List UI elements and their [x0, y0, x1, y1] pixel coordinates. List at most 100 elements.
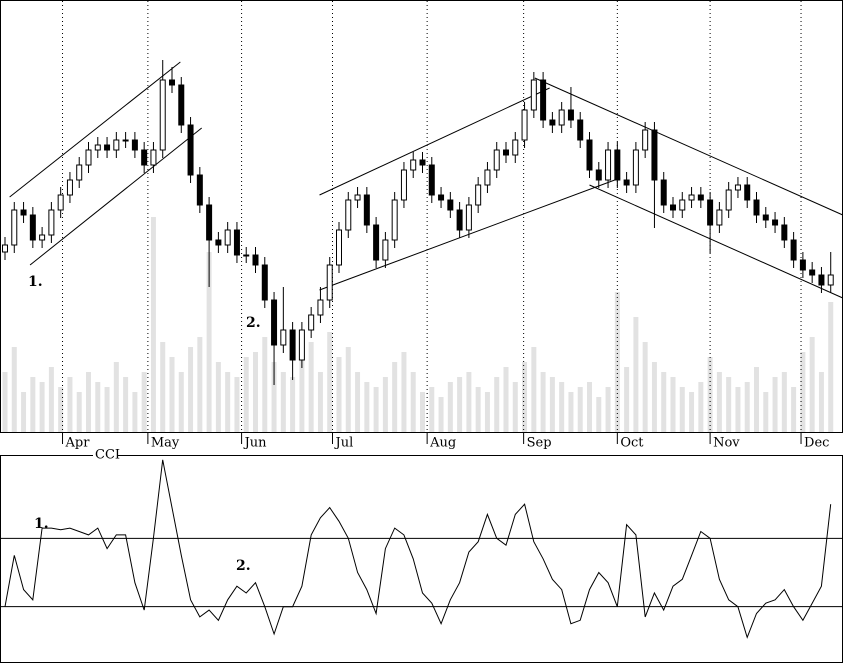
volume-bar	[113, 362, 119, 432]
candle-body	[122, 139, 129, 142]
candle-body	[688, 194, 695, 201]
volume-bar	[754, 367, 759, 432]
volume-bar	[104, 387, 110, 432]
candle-body	[781, 224, 788, 241]
candle-body	[809, 269, 816, 276]
candle-body	[317, 299, 324, 316]
volume-bar	[438, 397, 444, 432]
candle-body	[428, 164, 435, 196]
volume-bar	[364, 382, 370, 432]
volume-bar	[132, 392, 138, 432]
candle-body	[382, 239, 389, 261]
trendline	[29, 127, 203, 266]
volume-bar	[735, 387, 741, 432]
candle-body	[20, 209, 27, 216]
x-tick-label: Oct	[620, 436, 644, 451]
candle-body	[94, 144, 101, 151]
candle-body	[503, 149, 509, 156]
volume-bar	[401, 352, 407, 432]
candle-body	[326, 264, 333, 301]
volume-bar	[661, 372, 667, 432]
volume-bar	[522, 362, 528, 432]
candle-body	[336, 229, 342, 266]
volume-bar	[698, 382, 704, 432]
x-tick-label: May	[151, 436, 180, 451]
candle-body	[150, 149, 157, 166]
candle-body	[577, 119, 584, 141]
volume-bar	[262, 337, 268, 432]
volume-bar	[559, 382, 565, 432]
candle-body	[271, 299, 278, 346]
candle-body	[39, 234, 46, 241]
candle-body	[493, 149, 500, 171]
candle-body	[521, 109, 528, 141]
volume-bar	[420, 392, 425, 432]
volume-bar	[308, 342, 314, 432]
volume-bar	[484, 392, 490, 432]
volume-bar	[123, 377, 129, 432]
candle-body	[298, 329, 305, 361]
volume-bar	[178, 372, 184, 432]
volume-bar	[503, 367, 509, 432]
candle-body	[512, 139, 519, 156]
candle-body	[799, 259, 806, 271]
trendline	[319, 177, 621, 291]
candle-body	[651, 129, 658, 181]
candle-body	[131, 139, 138, 151]
candle-body	[215, 239, 222, 246]
volume-bar	[679, 387, 685, 432]
candle-body	[169, 79, 175, 86]
candle-body	[233, 229, 240, 256]
candle-body	[363, 194, 370, 226]
volume-bar	[373, 387, 379, 432]
candle-body	[280, 329, 287, 346]
volume-bar	[549, 377, 555, 432]
candle-body	[549, 119, 556, 126]
volume-bar	[141, 372, 147, 432]
volume-bar	[781, 372, 787, 432]
candle-body	[716, 209, 723, 226]
cci-title: CCI	[95, 448, 120, 463]
volume-bar	[206, 252, 212, 432]
candle-body	[707, 199, 714, 226]
volume-bar	[48, 367, 54, 432]
x-tick-label: Aug	[429, 436, 456, 451]
trendline	[534, 77, 843, 216]
volume-bar	[30, 377, 36, 432]
volume-bar	[809, 337, 815, 432]
volume-bar	[614, 292, 620, 432]
candle-body	[697, 194, 704, 201]
volume-bar	[327, 332, 333, 432]
candle-body	[605, 149, 612, 181]
volume-bar	[188, 347, 194, 432]
candle-body	[475, 184, 482, 206]
candle-body	[595, 169, 602, 181]
x-tick-label: Apr	[65, 436, 91, 451]
candle-body	[48, 209, 55, 236]
candle-body	[113, 139, 120, 151]
candle-body	[187, 124, 194, 176]
candle-body	[438, 194, 445, 201]
candle-body	[744, 184, 751, 201]
trendline	[319, 87, 550, 196]
volume-bar	[568, 392, 574, 432]
volume-bar	[540, 372, 546, 432]
volume-bar	[336, 357, 342, 432]
volume-bar	[624, 367, 630, 432]
x-tick-label: Dec	[804, 436, 829, 451]
candle-body	[586, 139, 593, 171]
candle-body	[410, 159, 417, 171]
volume-bar	[150, 217, 156, 432]
candle-body	[104, 144, 111, 151]
volume-bar	[791, 387, 797, 432]
volume-bar	[392, 362, 398, 432]
volume-bar	[67, 377, 73, 432]
candle-body	[261, 264, 268, 301]
candle-body	[447, 199, 454, 211]
volume-bar	[744, 382, 750, 432]
volume-bar	[457, 377, 463, 432]
candle-body	[354, 194, 361, 201]
candle-body	[725, 189, 732, 211]
candle-body	[567, 109, 574, 121]
volume-bar	[2, 372, 8, 432]
